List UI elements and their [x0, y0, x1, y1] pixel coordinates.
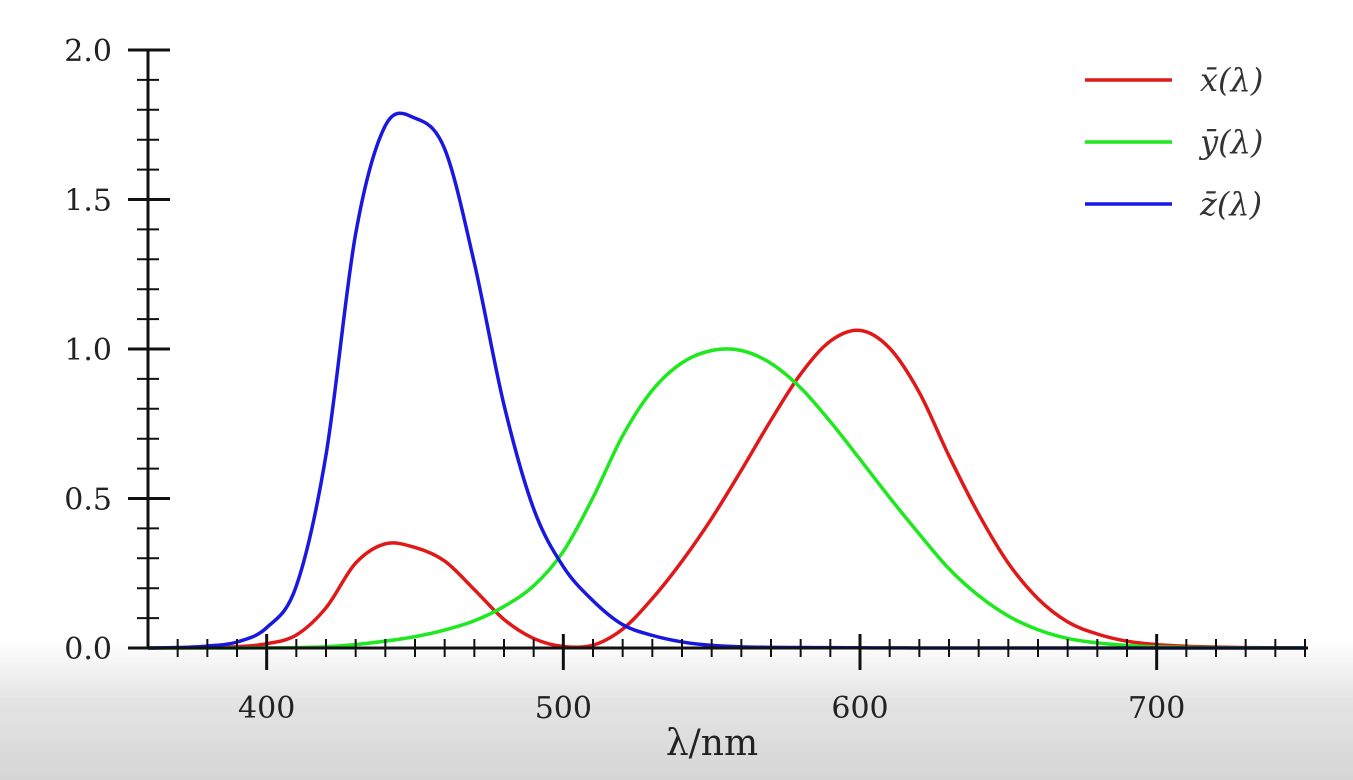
- series-curves: [147, 111, 1306, 650]
- y-tick-label: 2.0: [64, 34, 112, 69]
- legend-label: ȳ(λ): [1198, 123, 1263, 161]
- y-tick-label: 0.0: [64, 632, 112, 667]
- x-tick-label: 500: [535, 691, 592, 726]
- series-line-1: [148, 347, 1306, 650]
- series-line-2: [147, 111, 1305, 650]
- y-tick-label: 0.5: [64, 483, 112, 518]
- legend: x̄(λ) ȳ(λ) z̄(λ): [1085, 61, 1263, 223]
- x-tick-label: 700: [1128, 691, 1185, 726]
- x-axis-title: λ/nm: [666, 723, 758, 764]
- axes: 400 500 600 700 0.0 0.5 1.0 1.5 2.0: [64, 34, 1308, 726]
- y-tick-label: 1.5: [64, 184, 112, 219]
- x-tick-label: 600: [831, 691, 888, 726]
- legend-label: x̄(λ): [1200, 61, 1263, 99]
- series-line-0: [147, 328, 1306, 650]
- legend-label: z̄(λ): [1199, 185, 1262, 223]
- y-tick-label: 1.0: [64, 333, 112, 368]
- x-tick-label: 400: [238, 691, 295, 726]
